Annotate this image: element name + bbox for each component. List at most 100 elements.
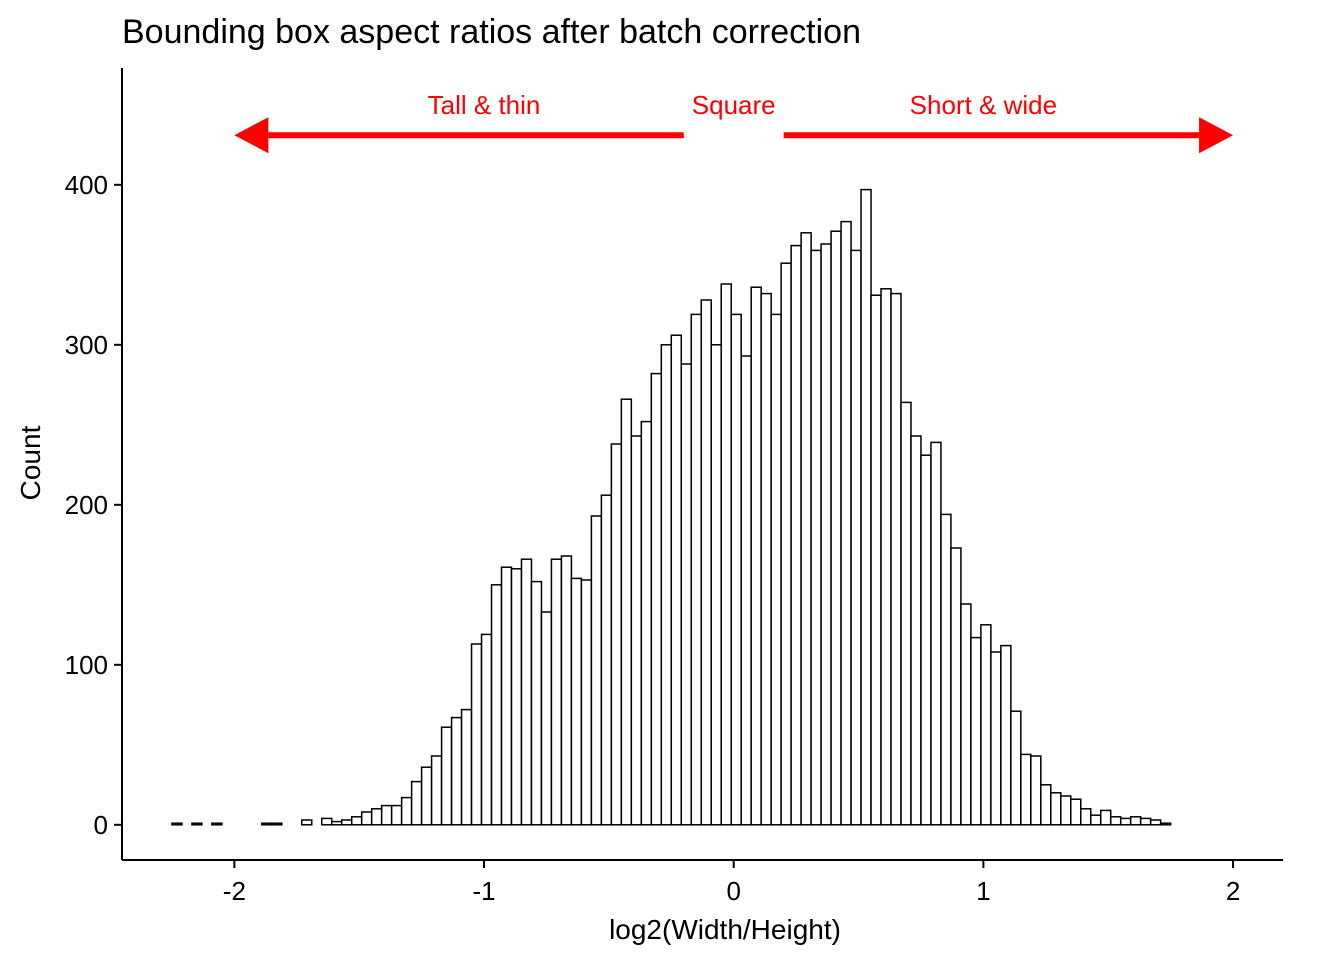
histogram-bar <box>470 643 483 826</box>
histogram-bar <box>990 651 1002 826</box>
histogram-bar <box>340 819 353 826</box>
histogram-bar <box>820 243 832 826</box>
direction-annotations: Tall & thin Square Short & wide <box>234 90 1234 154</box>
histogram-bar <box>261 822 273 826</box>
histogram-bars <box>171 188 1172 826</box>
histogram-bar <box>480 633 493 826</box>
histogram-bar <box>790 244 802 826</box>
histogram-bar <box>600 494 613 826</box>
histogram-bar <box>950 547 962 826</box>
histogram-bar <box>960 603 972 826</box>
histogram-bar <box>171 822 183 826</box>
histogram-bar <box>760 292 772 826</box>
chart-title: Bounding box aspect ratios after batch c… <box>122 13 861 51</box>
histogram-bar <box>330 820 343 826</box>
histogram-bar <box>590 515 603 826</box>
histogram-bar <box>1030 755 1042 826</box>
histogram-bar <box>770 313 782 826</box>
x-tick-label: -1 <box>472 876 495 906</box>
histogram-bar <box>1040 784 1052 826</box>
x-tick-label: -2 <box>223 876 246 906</box>
histogram-bar <box>301 819 313 826</box>
histogram-bar <box>730 313 742 826</box>
histogram-bar <box>910 435 922 826</box>
x-axis-ticks: -2 -1 0 1 2 <box>223 860 1240 906</box>
histogram-bar <box>580 579 593 826</box>
histogram-bar <box>1129 816 1142 826</box>
histogram-bar <box>680 363 693 826</box>
histogram-bar <box>360 811 373 826</box>
histogram-bar <box>780 262 792 826</box>
histogram-bar <box>350 816 363 826</box>
histogram-bar <box>440 726 453 826</box>
y-tick-label: 100 <box>65 650 108 680</box>
histogram-bar <box>640 420 653 826</box>
histogram-bar <box>750 286 762 826</box>
y-tick-label: 300 <box>65 330 108 360</box>
histogram-bar <box>1060 795 1072 826</box>
histogram-bar <box>1139 817 1152 826</box>
histogram-bar <box>1000 644 1012 826</box>
histogram-bar <box>380 804 393 826</box>
histogram-bar <box>520 558 533 826</box>
histogram-bar <box>400 796 413 826</box>
annotation-label: Square <box>692 90 776 120</box>
annotation-label: Short & wide <box>910 90 1057 120</box>
histogram-bar <box>450 716 463 826</box>
histogram-bar <box>211 822 223 826</box>
histogram-bar <box>670 334 683 826</box>
arrow-short-wide-head <box>1199 117 1234 154</box>
histogram-bar <box>810 249 822 826</box>
y-axis-ticks: 0 100 200 300 400 <box>65 170 122 840</box>
histogram-bar <box>1099 809 1112 826</box>
histogram-bar <box>530 580 543 826</box>
histogram-bar <box>690 313 703 826</box>
x-tick-label: 0 <box>726 876 740 906</box>
annotation-label: Tall & thin <box>428 90 541 120</box>
x-tick-label: 2 <box>1226 876 1240 906</box>
y-tick-label: 400 <box>65 170 108 200</box>
histogram-bar <box>1109 816 1122 826</box>
histogram-bar <box>840 220 852 826</box>
histogram-bar <box>850 249 862 826</box>
histogram-bar <box>1010 710 1022 826</box>
histogram-bar <box>870 294 882 826</box>
histogram-bar <box>540 611 553 826</box>
histogram-bar <box>860 188 872 826</box>
histogram-bar <box>660 344 673 826</box>
histogram-bar <box>1070 798 1082 826</box>
histogram-bar <box>420 766 433 826</box>
y-tick-label: 0 <box>94 810 108 840</box>
histogram-bar <box>1050 792 1062 826</box>
histogram-bar <box>490 584 503 826</box>
histogram-bar <box>650 372 663 826</box>
histogram-bar <box>510 568 523 826</box>
x-tick-label: 1 <box>976 876 990 906</box>
histogram-bar <box>1080 808 1092 826</box>
histogram-bar <box>700 299 712 826</box>
histogram-bar <box>630 435 643 826</box>
y-axis-label: Count <box>15 425 46 500</box>
histogram-bar <box>320 817 333 826</box>
histogram-bar <box>900 401 912 826</box>
histogram-bar <box>1119 817 1132 826</box>
histogram-bar <box>1149 819 1162 826</box>
histogram-bar <box>570 577 583 826</box>
histogram-bar <box>940 513 952 826</box>
histogram-bar <box>271 822 283 826</box>
histogram-bar <box>920 454 932 826</box>
histogram-bar <box>970 636 982 826</box>
histogram-bar <box>980 624 992 826</box>
arrow-tall-thin-head <box>234 117 269 154</box>
histogram-bar <box>740 355 752 826</box>
histogram-bar <box>880 288 892 826</box>
histogram-bar <box>1020 753 1032 826</box>
histogram-bar <box>390 804 403 826</box>
histogram-bar <box>560 555 573 826</box>
histogram-bar <box>930 441 942 826</box>
histogram-bar <box>800 232 812 826</box>
histogram-bar <box>410 780 423 826</box>
histogram-bar <box>430 755 443 826</box>
histogram-bar <box>890 292 902 826</box>
